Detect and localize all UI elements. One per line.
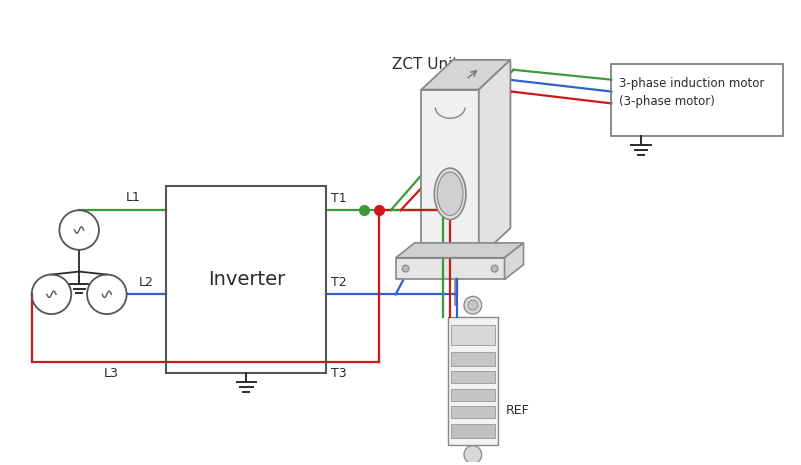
Bar — [451, 325, 495, 345]
Polygon shape — [421, 60, 510, 90]
Text: T3: T3 — [332, 366, 347, 379]
Text: T1: T1 — [332, 193, 347, 205]
Circle shape — [468, 300, 478, 310]
Bar — [448, 317, 497, 445]
Text: 3-phase induction motor
(3-phase motor): 3-phase induction motor (3-phase motor) — [619, 77, 765, 107]
Text: REF: REF — [505, 404, 529, 417]
Bar — [166, 186, 327, 373]
Ellipse shape — [437, 172, 463, 216]
Text: L1: L1 — [126, 191, 141, 204]
Bar — [451, 372, 495, 383]
Text: ZCT Unit: ZCT Unit — [392, 57, 458, 72]
Bar — [451, 424, 495, 438]
Polygon shape — [505, 243, 524, 279]
Bar — [451, 389, 495, 401]
Circle shape — [464, 296, 481, 314]
Bar — [451, 406, 495, 418]
Polygon shape — [479, 60, 510, 258]
Polygon shape — [396, 243, 524, 258]
Text: L2: L2 — [139, 276, 154, 289]
Ellipse shape — [434, 168, 466, 219]
Text: Inverter: Inverter — [207, 270, 285, 289]
Circle shape — [464, 445, 481, 464]
Bar — [451, 352, 495, 365]
Text: L3: L3 — [103, 366, 119, 379]
Bar — [611, 64, 783, 136]
Bar — [421, 90, 479, 258]
Circle shape — [402, 265, 409, 272]
Text: T2: T2 — [332, 276, 347, 289]
Circle shape — [491, 265, 498, 272]
Bar — [396, 258, 505, 279]
